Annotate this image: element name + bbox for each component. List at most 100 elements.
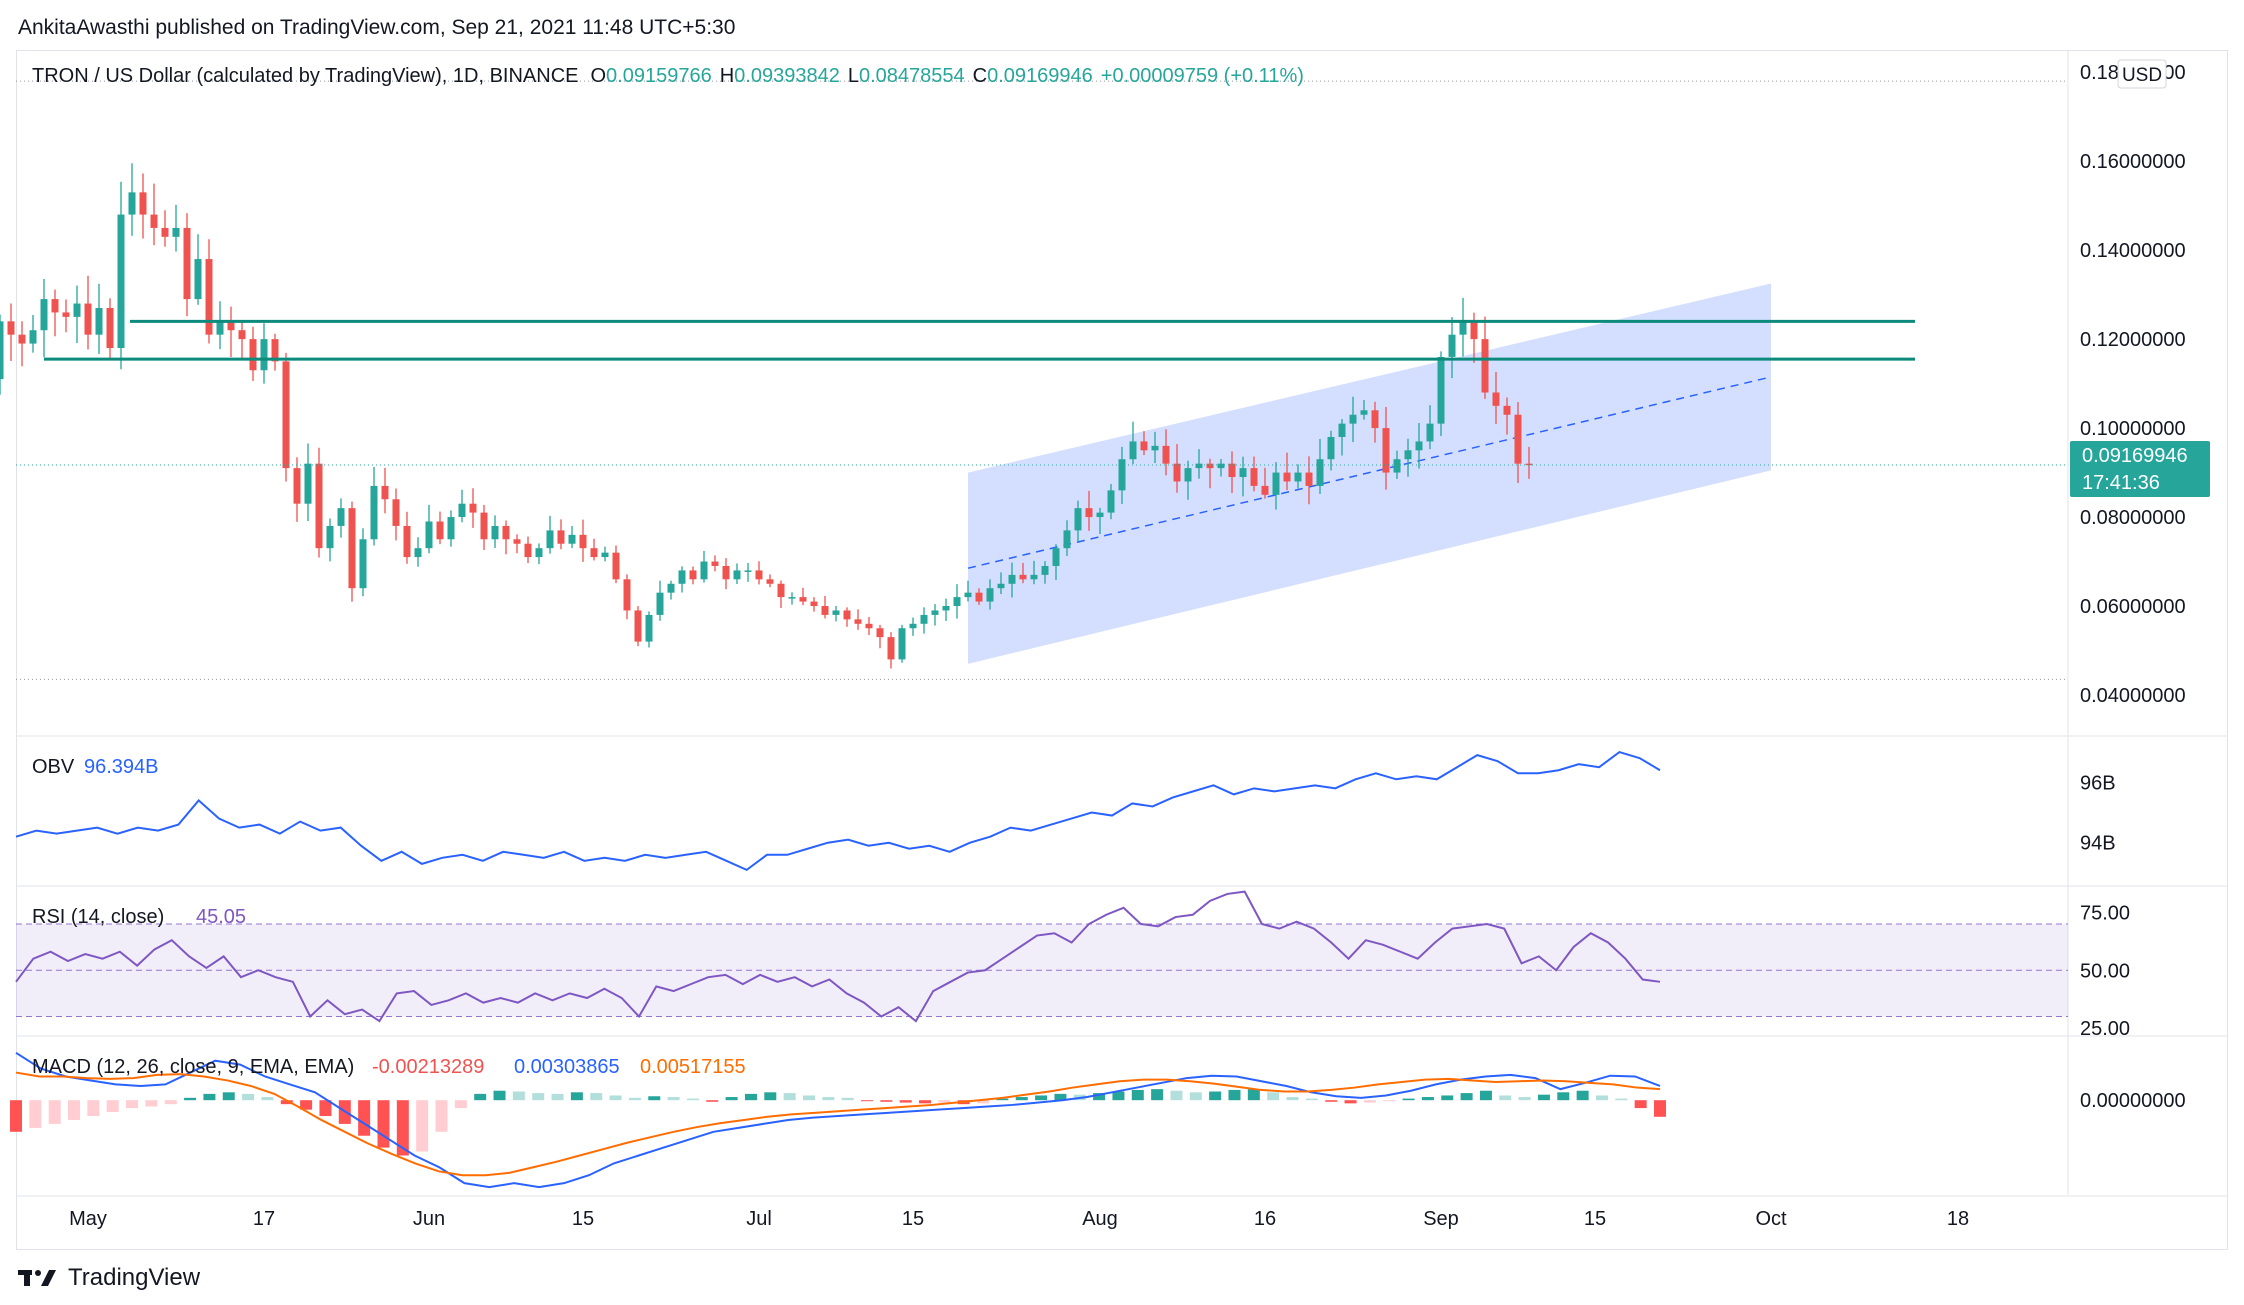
ohlc-close-label: C bbox=[973, 65, 987, 87]
candle-body bbox=[1437, 356, 1445, 424]
macd-histogram-bar bbox=[203, 1093, 216, 1101]
macd-histogram-bar bbox=[68, 1100, 81, 1120]
macd-histogram-bar bbox=[1615, 1098, 1628, 1101]
price-axis-tick-label: 0.06000000 bbox=[2080, 596, 2186, 618]
macd-histogram-bar bbox=[1247, 1089, 1260, 1101]
candle-body bbox=[238, 330, 246, 340]
candle-body bbox=[898, 628, 906, 660]
candle-body bbox=[1239, 468, 1247, 478]
candle-body bbox=[29, 330, 37, 344]
candle-body bbox=[40, 299, 48, 331]
candle-body bbox=[139, 192, 147, 215]
macd-legend-name: MACD (12, 26, close, 9, EMA, EMA) bbox=[32, 1056, 354, 1078]
candle-body bbox=[447, 517, 455, 540]
macd-histogram-bar bbox=[416, 1100, 429, 1152]
macd-histogram-bar bbox=[1131, 1089, 1144, 1101]
candle-body bbox=[557, 530, 565, 544]
macd-line bbox=[15, 1051, 1661, 1189]
candle-body bbox=[1118, 459, 1126, 491]
macd-histogram-bar bbox=[1209, 1091, 1222, 1101]
candle-body bbox=[227, 321, 235, 331]
footer: TradingView bbox=[18, 1251, 200, 1305]
macd-histogram-bar bbox=[802, 1095, 815, 1101]
macd-histogram-bar bbox=[1015, 1097, 1028, 1101]
rsi-line bbox=[15, 890, 1661, 1023]
time-axis-tick-label: 17 bbox=[253, 1208, 275, 1230]
macd-histogram-bar bbox=[242, 1093, 255, 1101]
candle-body bbox=[1063, 530, 1071, 549]
candle-body bbox=[667, 583, 675, 593]
macd-histogram-bar bbox=[590, 1093, 603, 1101]
macd-histogram-bar bbox=[532, 1093, 545, 1101]
candle-body bbox=[1250, 468, 1258, 486]
macd-histogram-bar bbox=[686, 1098, 699, 1101]
candle-body bbox=[194, 259, 202, 300]
candle-body bbox=[95, 307, 103, 335]
time-axis-tick-label: 18 bbox=[1947, 1208, 1969, 1230]
candle-body bbox=[579, 534, 587, 549]
candle-body bbox=[546, 530, 554, 549]
candle-body bbox=[755, 570, 763, 580]
candle-body bbox=[920, 614, 928, 624]
ohlc-high-value: 0.09393842 bbox=[734, 65, 840, 87]
candle-body bbox=[205, 259, 213, 335]
macd-histogram-bar bbox=[551, 1093, 564, 1101]
macd-histogram-bar bbox=[996, 1098, 1009, 1101]
ohlc-close-value: 0.09169946 bbox=[987, 65, 1093, 87]
candle-body bbox=[799, 597, 807, 602]
candle-body bbox=[117, 214, 125, 349]
candle-body bbox=[326, 525, 334, 549]
currency-label: USD bbox=[2122, 65, 2162, 86]
candle-body bbox=[1030, 574, 1038, 580]
ohlc-low-value: 0.08478554 bbox=[859, 65, 965, 87]
candle-body bbox=[1283, 472, 1291, 482]
macd-histogram-bar bbox=[1421, 1097, 1434, 1101]
candle-body bbox=[1129, 441, 1137, 460]
macd-histogram-bar bbox=[1441, 1095, 1454, 1101]
macd-histogram-bar bbox=[1054, 1093, 1067, 1101]
ohlc-open-value: 0.09159766 bbox=[606, 65, 712, 87]
macd-histogram-bar bbox=[164, 1100, 177, 1105]
candle-body bbox=[1459, 321, 1467, 335]
macd-histogram-bar bbox=[106, 1100, 119, 1113]
candle-body bbox=[106, 307, 114, 349]
candle-body bbox=[425, 521, 433, 549]
macd-histogram-bar bbox=[667, 1097, 680, 1101]
macd-histogram-bar bbox=[512, 1091, 525, 1101]
macd-histogram-bar bbox=[126, 1100, 139, 1109]
candle-body bbox=[293, 468, 301, 504]
macd-histogram-bar bbox=[1093, 1093, 1106, 1101]
candle-body bbox=[1503, 405, 1511, 415]
candle-body bbox=[1470, 321, 1478, 340]
candle-body bbox=[282, 361, 290, 469]
macd-histogram-bar bbox=[184, 1097, 197, 1101]
rsi-axis-tick-label: 25.00 bbox=[2080, 1018, 2130, 1040]
candle-body bbox=[62, 312, 70, 317]
candle-body bbox=[458, 503, 466, 518]
candle-body bbox=[1360, 410, 1368, 415]
macd-histogram-bar bbox=[454, 1100, 467, 1109]
regression-channel bbox=[968, 283, 1771, 664]
macd-histogram-bar bbox=[1402, 1098, 1415, 1101]
macd-histogram-bar bbox=[493, 1090, 506, 1101]
candle-body bbox=[1404, 450, 1412, 460]
candle-body bbox=[634, 610, 642, 642]
macd-histogram-bar bbox=[1576, 1090, 1589, 1101]
macd-histogram-bar bbox=[880, 1100, 893, 1102]
candle-body bbox=[128, 192, 136, 215]
time-axis-tick-label: Sep bbox=[1423, 1208, 1459, 1230]
macd-histogram-bar bbox=[1557, 1092, 1570, 1101]
candle-body bbox=[854, 619, 862, 624]
candle-body bbox=[1085, 508, 1093, 518]
candle-body bbox=[733, 570, 741, 580]
candle-body bbox=[403, 525, 411, 558]
candle-body bbox=[1338, 423, 1346, 437]
candle-body bbox=[337, 508, 345, 526]
candle-body bbox=[491, 525, 499, 540]
macd-histogram-bar bbox=[1363, 1100, 1376, 1103]
macd-histogram-bar bbox=[1170, 1090, 1183, 1101]
macd-histogram-bar bbox=[725, 1097, 738, 1101]
candle-body bbox=[1195, 463, 1203, 469]
candle-body bbox=[1393, 459, 1401, 473]
